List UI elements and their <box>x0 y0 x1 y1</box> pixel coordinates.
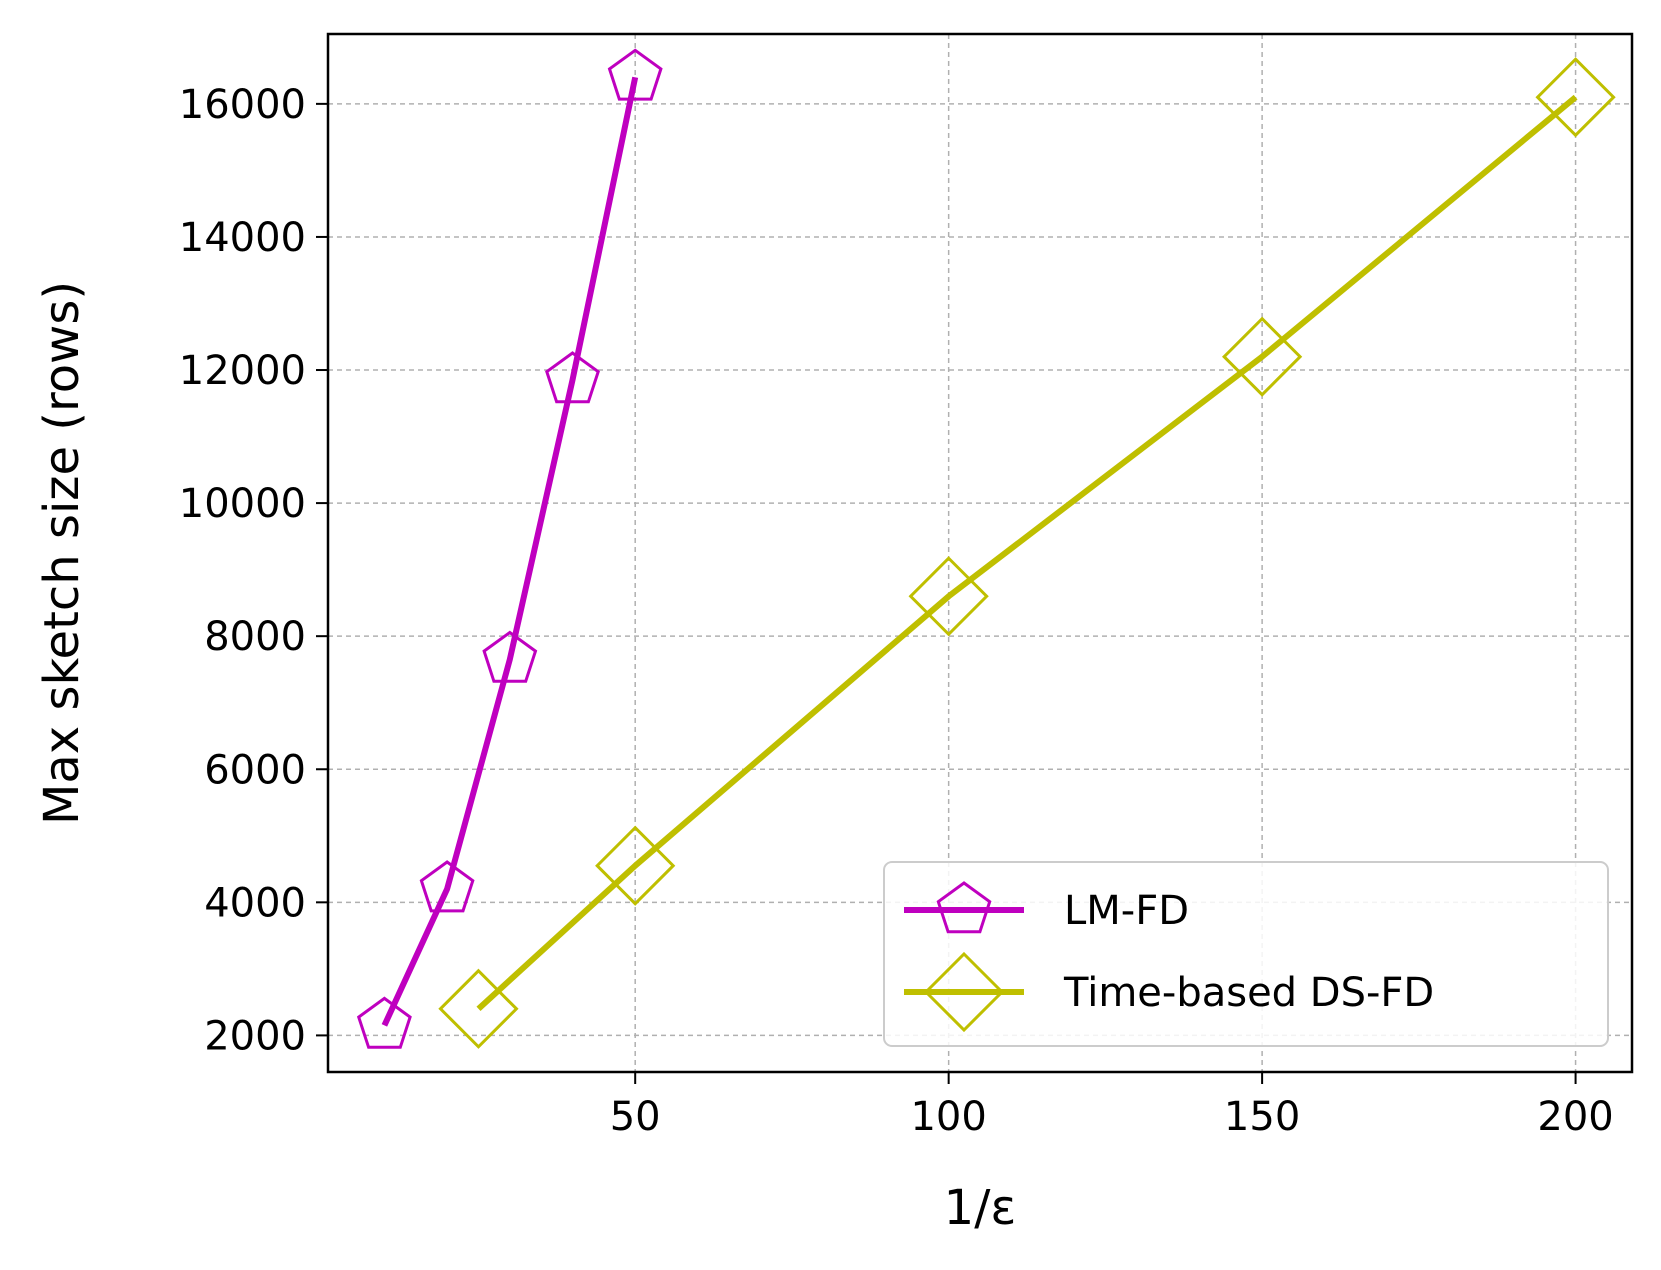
axis-ticks: 50 100 150 200 2000 4000 6000 8000 10000 12000 140… <box>179 82 1614 1140</box>
data-point <box>545 351 600 404</box>
data-point <box>607 48 663 101</box>
legend-label: LM-FD <box>1064 888 1189 934</box>
legend-entry: LM-FD <box>904 881 1189 934</box>
y-tick-label: 8000 <box>204 614 306 660</box>
x-tick-label: 200 <box>1537 1094 1613 1140</box>
legend-marker <box>936 881 992 934</box>
legend: LM-FD Time-based DS-FD <box>883 861 1609 1047</box>
legend-box <box>883 861 1609 1047</box>
y-tick-label: 6000 <box>204 747 306 793</box>
x-axis-label: 1/ε <box>944 1180 1017 1236</box>
series-line <box>476 94 1578 1012</box>
data-point <box>482 630 538 683</box>
legend-label: Time-based DS-FD <box>1063 970 1434 1016</box>
y-tick-label: 14000 <box>179 215 306 261</box>
y-axis-label: Max sketch size (rows) <box>34 281 90 825</box>
data-point <box>419 860 475 913</box>
data-point <box>438 968 519 1049</box>
y-tick-label: 12000 <box>179 348 306 394</box>
series-layer <box>356 48 1616 1049</box>
data-point <box>595 825 676 906</box>
data-point <box>908 556 989 637</box>
data-point <box>356 996 412 1049</box>
y-tick-label: 16000 <box>179 82 306 128</box>
data-point <box>1535 57 1616 138</box>
data-point <box>1221 316 1303 397</box>
series-0 <box>356 48 663 1049</box>
legend-entry: Time-based DS-FD <box>904 951 1434 1033</box>
y-tick-label: 10000 <box>179 481 306 527</box>
series-line <box>381 76 639 1027</box>
x-tick-label: 50 <box>610 1094 661 1140</box>
legend-marker <box>923 951 1005 1033</box>
x-tick-label: 150 <box>1224 1094 1300 1140</box>
series-1 <box>438 57 1616 1049</box>
y-tick-label: 4000 <box>204 880 306 926</box>
y-tick-label: 2000 <box>204 1013 306 1059</box>
x-tick-label: 100 <box>910 1094 986 1140</box>
plot-frame <box>326 32 1634 1074</box>
